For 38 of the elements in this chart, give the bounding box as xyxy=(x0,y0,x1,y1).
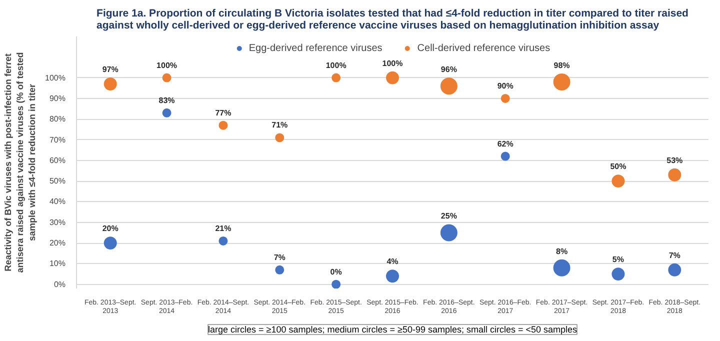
y-axis-title: Reactivity of BVic viruses with post-infection ferret antisera raised against vaccine viruses (% of tested sample with ≤4-fold reduction in titer xyxy=(3,52,38,273)
data-label: 25% xyxy=(440,212,457,221)
data-label: 5% xyxy=(612,255,624,264)
y-tick-label: 100% xyxy=(45,73,66,82)
legend-label: Egg-derived reference viruses xyxy=(248,42,382,54)
data-label: 96% xyxy=(440,65,457,74)
y-tick-label: 0% xyxy=(54,280,66,289)
y-tick-label: 60% xyxy=(49,156,66,165)
data-label: 62% xyxy=(497,139,514,148)
data-label: 71% xyxy=(272,120,288,130)
data-label: 53% xyxy=(666,156,683,165)
data-label: 50% xyxy=(610,162,626,172)
y-tick-label: 80% xyxy=(49,114,66,124)
data-label: 7% xyxy=(274,252,286,262)
y-tick-label: 10% xyxy=(49,259,66,268)
y-tick-label: 50% xyxy=(49,176,66,186)
data-label: 90% xyxy=(497,81,514,90)
data-label: 77% xyxy=(215,108,232,118)
data-label: 8% xyxy=(556,246,568,256)
chart-title: Figure 1a. Proportion of circulating B Victoria isolates tested that had ≤4-fold reduction in titer compared to titer raised against wholly cell-derived or egg-derived reference vaccine viruses based on hemagglutination inhibition assay xyxy=(96,8,688,32)
data-label: 21% xyxy=(215,224,232,233)
data-label: 83% xyxy=(158,96,175,105)
legend-label: Cell-derived reference viruses xyxy=(417,42,550,54)
y-tick-label: 70% xyxy=(49,135,66,144)
data-label: 4% xyxy=(386,257,398,266)
data-label: 100% xyxy=(156,60,178,70)
y-tick-label: 20% xyxy=(49,238,66,248)
data-label: 7% xyxy=(668,250,680,260)
y-tick-label: 30% xyxy=(49,218,66,227)
text: large circles = ≥100 samples; medium circles = ≥50-99 samples; small circles = <50 samples xyxy=(208,324,578,334)
data-label: 100% xyxy=(326,60,346,70)
data-label: 98% xyxy=(554,60,570,70)
data-label: 0% xyxy=(330,267,342,276)
data-label: 20% xyxy=(102,224,118,234)
y-tick-label: 90% xyxy=(49,94,66,103)
data-label: 100% xyxy=(382,58,403,68)
y-tick-label: 40% xyxy=(49,197,66,206)
data-label: 97% xyxy=(102,65,118,74)
